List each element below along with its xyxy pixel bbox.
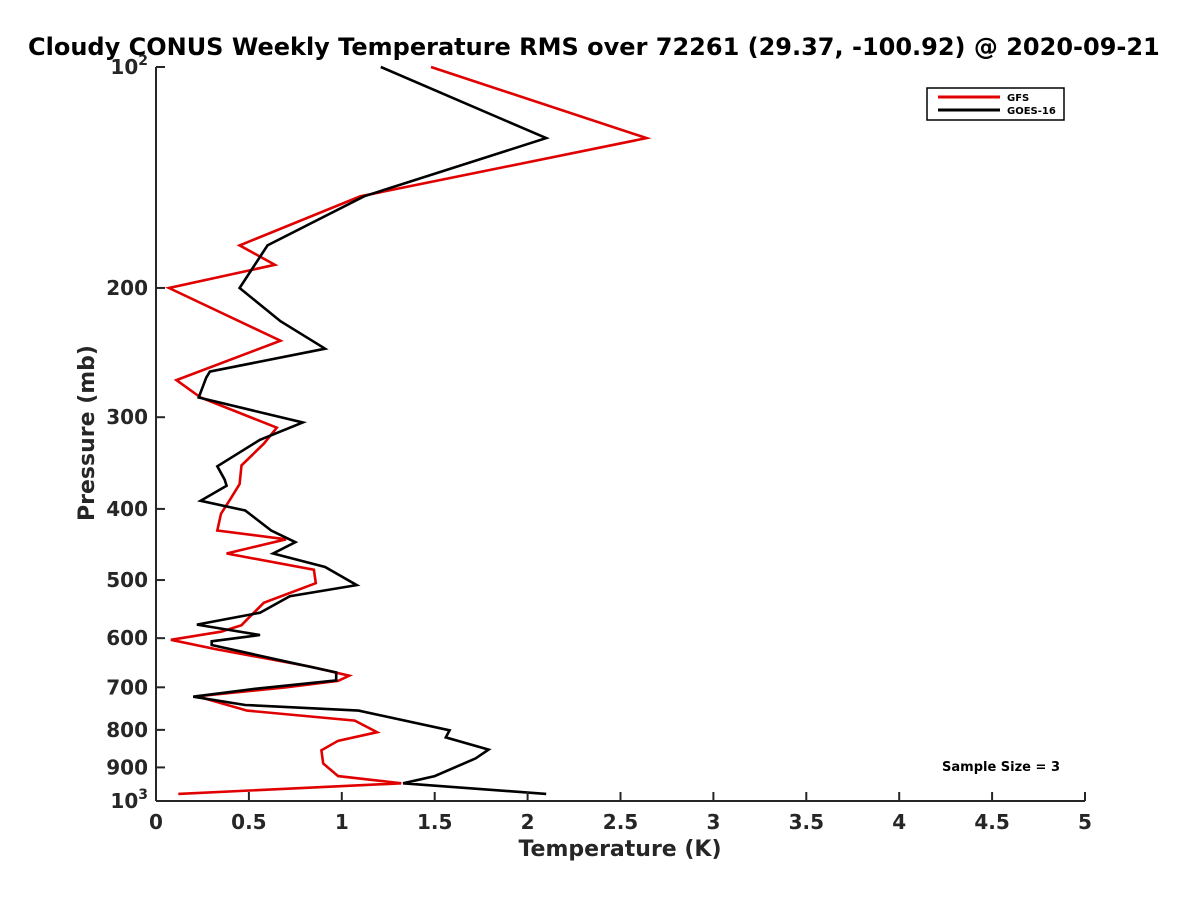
y-tick-label: 800	[106, 718, 148, 742]
legend-box	[926, 87, 1065, 121]
x-tick-label: 5	[1078, 810, 1092, 834]
y-tick-label: 200	[106, 276, 148, 300]
y-tick-label: 103	[110, 787, 148, 813]
y-tick-label: 300	[106, 405, 148, 429]
legend: GFS GOES-16	[926, 87, 1065, 121]
x-tick-label: 2.5	[603, 810, 638, 834]
y-tick-label: 700	[106, 675, 148, 699]
sample-size-annotation: Sample Size = 3	[942, 760, 1060, 775]
series-line-gfs	[164, 65, 652, 796]
x-tick-label: 1	[335, 810, 349, 834]
x-axis-ticks: 0 0.5 1 1.5 2 2.5 3 3.5 4 4.5 5	[149, 792, 1092, 834]
x-tick-label: 0	[149, 810, 163, 834]
x-tick-label: 3.5	[789, 810, 824, 834]
x-tick-label: 0.5	[231, 810, 266, 834]
legend-label-goes16: GOES-16	[1007, 106, 1056, 117]
y-axis-label: Pressure (mb)	[75, 345, 100, 521]
y-tick-label: 600	[106, 626, 148, 650]
y-tick-label: 400	[106, 497, 148, 521]
x-tick-label: 4.5	[974, 810, 1009, 834]
x-tick-label: 2	[521, 810, 535, 834]
x-axis-label: Temperature (K)	[518, 837, 721, 862]
y-axis-ticks: 102 200 300 400 500 600 700 800 900 103	[106, 53, 165, 813]
y-tick-label: 102	[110, 53, 148, 79]
x-tick-label: 1.5	[417, 810, 452, 834]
x-tick-label: 4	[892, 810, 906, 834]
x-tick-label: 3	[706, 810, 720, 834]
legend-label-gfs: GFS	[1007, 93, 1029, 104]
y-tick-label: 900	[106, 755, 148, 779]
chart-title: Cloudy CONUS Weekly Temperature RMS over…	[28, 33, 1160, 61]
series-layer	[164, 65, 652, 796]
y-tick-label: 500	[106, 568, 148, 592]
series-line-goes-16	[192, 65, 550, 796]
